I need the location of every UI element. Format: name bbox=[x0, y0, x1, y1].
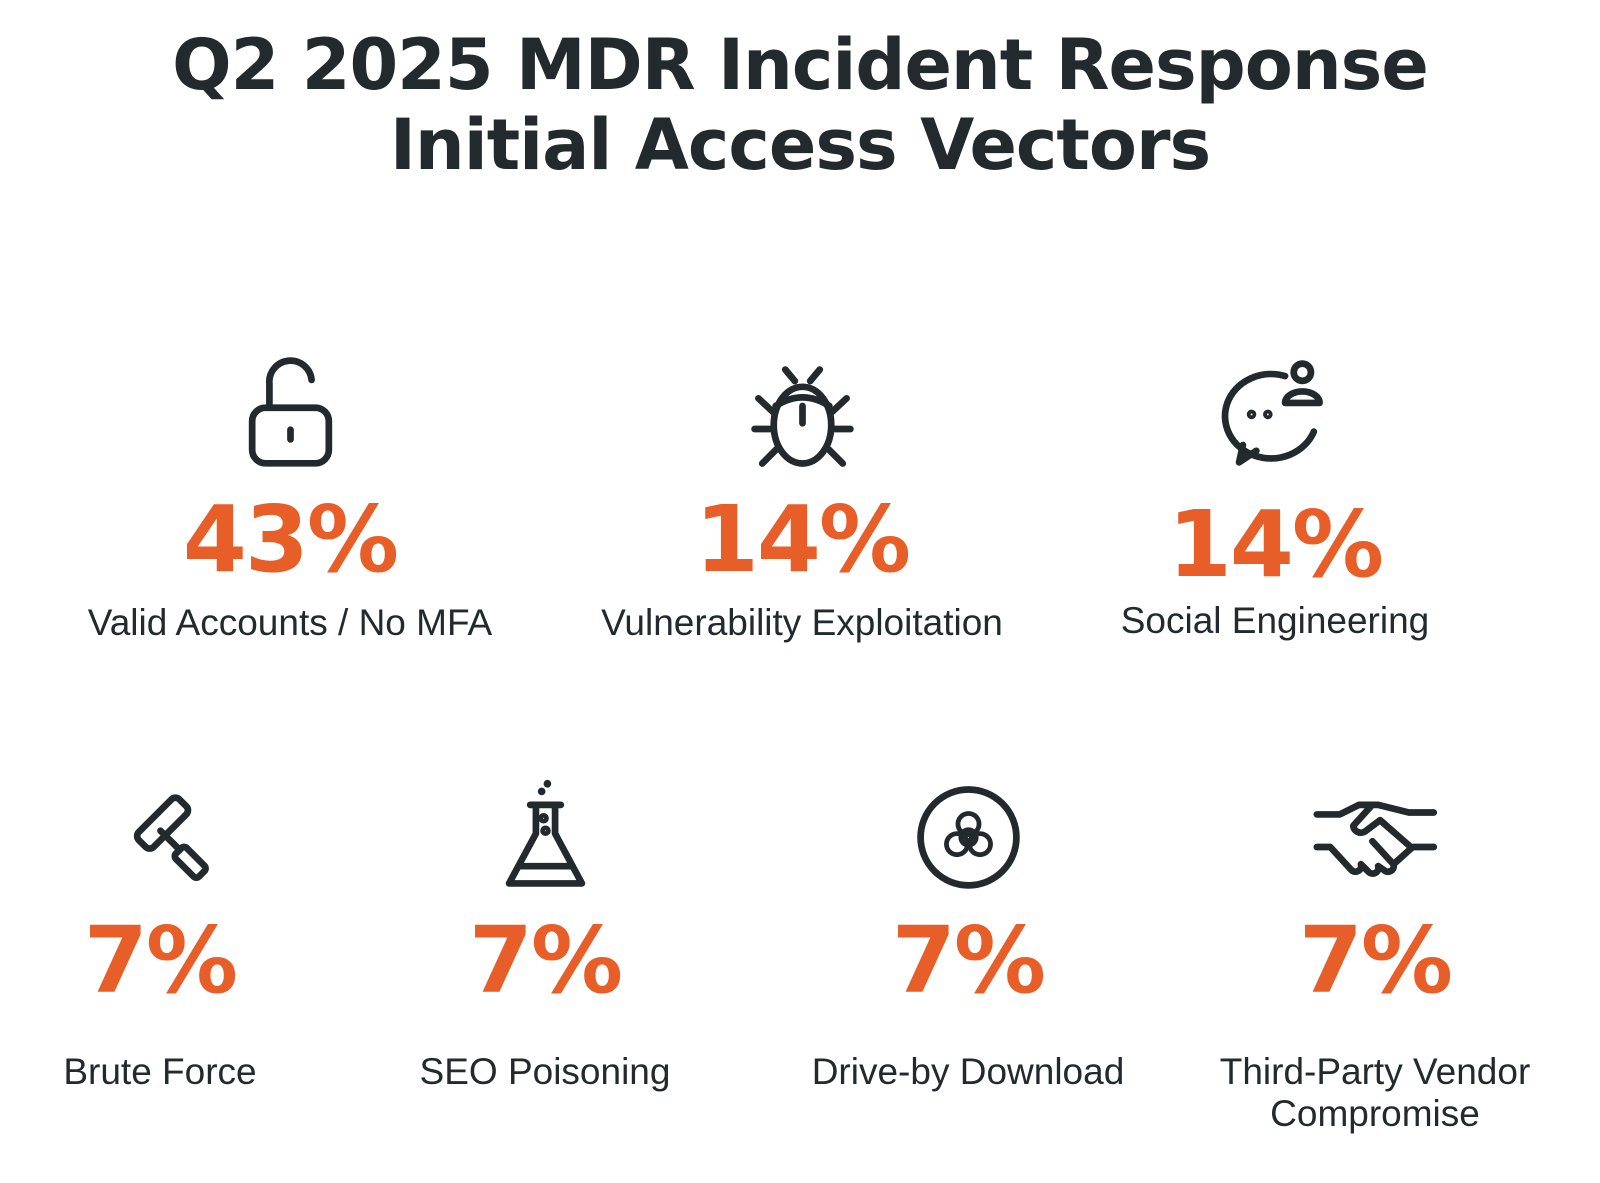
stat-label-line-2: Compromise bbox=[1270, 1093, 1480, 1134]
stat-drive-by-download: 7% Drive-by Download bbox=[748, 778, 1188, 1093]
page-title-line-1: Q2 2025 MDR Incident Response bbox=[172, 24, 1429, 106]
stat-percent: 7% bbox=[891, 907, 1046, 1014]
stat-label: Vulnerability Exploitation bbox=[601, 602, 1003, 643]
flask-icon bbox=[505, 779, 585, 887]
unlocked-padlock-icon bbox=[248, 357, 332, 467]
handshake-icon bbox=[1313, 801, 1437, 877]
stat-label: Drive-by Download bbox=[811, 1051, 1125, 1092]
stat-label: SEO Poisoning bbox=[419, 1051, 671, 1092]
hammer-icon bbox=[133, 794, 209, 882]
stat-percent: 43% bbox=[182, 486, 399, 593]
stat-valid-accounts: 43% Valid Accounts / No MFA bbox=[70, 355, 510, 644]
stat-label: Brute Force bbox=[63, 1051, 257, 1092]
chat-user-icon bbox=[1221, 360, 1323, 466]
bug-icon bbox=[750, 366, 854, 467]
stat-percent: 14% bbox=[694, 486, 911, 593]
stat-label: Third-Party Vendor bbox=[1219, 1051, 1531, 1092]
stat-percent: 7% bbox=[83, 907, 238, 1014]
stat-social-engineering: 14% Social Engineering bbox=[1055, 355, 1495, 642]
stat-seo-poisoning: 7% SEO Poisoning bbox=[325, 778, 765, 1093]
stat-label: Social Engineering bbox=[1120, 600, 1430, 641]
stat-vulnerability-exploitation: 14% Vulnerability Exploitation bbox=[582, 360, 1022, 644]
stat-percent: 7% bbox=[1298, 907, 1453, 1014]
stat-percent: 7% bbox=[468, 907, 623, 1014]
stat-label: Valid Accounts / No MFA bbox=[87, 602, 493, 643]
stat-percent: 14% bbox=[1167, 491, 1384, 598]
page-title-line-2: Initial Access Vectors bbox=[389, 104, 1211, 186]
stat-third-party-vendor: 7% Third-Party Vendor Compromise bbox=[1155, 778, 1595, 1135]
stat-brute-force: 7% Brute Force bbox=[0, 778, 380, 1093]
biohazard-icon bbox=[916, 786, 1020, 889]
